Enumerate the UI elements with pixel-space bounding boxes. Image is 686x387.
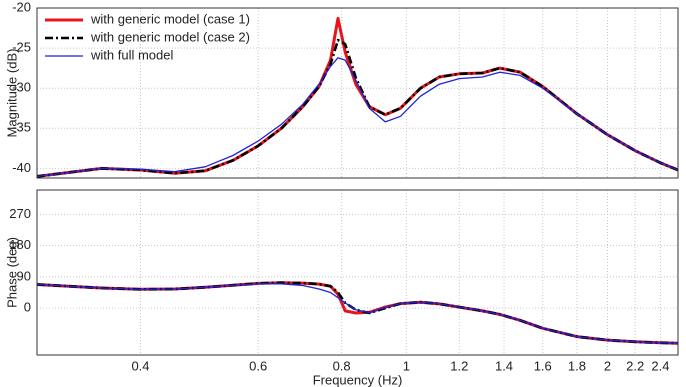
y-tick-label: -30 xyxy=(12,80,31,95)
y-tick-label: -20 xyxy=(12,0,31,14)
y-tick-label: -35 xyxy=(12,120,31,135)
plot-lines xyxy=(37,16,678,178)
y-tick-label: -25 xyxy=(12,40,31,55)
x-tick-label: 1.2 xyxy=(450,358,468,373)
x-tick-label: 2 xyxy=(604,358,611,373)
x-tick-label: 0.8 xyxy=(333,358,351,373)
x-tick-label: 2.2 xyxy=(626,358,644,373)
y-axis-label: Phase (deg) xyxy=(4,237,19,308)
x-tick-label: 0.4 xyxy=(131,358,149,373)
y-tick-label: -40 xyxy=(12,160,31,175)
x-tick-label: 0.6 xyxy=(249,358,267,373)
y-tick-label: 90 xyxy=(17,268,31,283)
y-tick-label: 180 xyxy=(9,237,31,252)
x-tick-label: 2.4 xyxy=(651,358,669,373)
plot-frame xyxy=(36,7,679,179)
legend-label: with generic model (case 1) xyxy=(90,11,250,26)
y-tick-label: 270 xyxy=(9,206,31,221)
series-line xyxy=(37,38,678,178)
y-tick-label: 0 xyxy=(24,300,31,315)
series-line xyxy=(37,283,678,344)
plot-frame xyxy=(36,189,679,356)
x-tick-label: 1.6 xyxy=(534,358,552,373)
y-axis-label: Magnitude (dB) xyxy=(4,49,19,138)
x-axis-label: Frequency (Hz) xyxy=(313,372,403,387)
plot-area xyxy=(37,190,678,355)
legend-label: with generic model (case 2) xyxy=(90,29,250,44)
x-tick-label: 1.4 xyxy=(495,358,513,373)
x-tick-label: 1.8 xyxy=(568,358,586,373)
series-line xyxy=(37,57,678,178)
x-tick-label: 1 xyxy=(403,358,410,373)
legend-label: with full model xyxy=(90,47,173,62)
plot-lines xyxy=(37,281,678,345)
plot-area xyxy=(37,8,678,178)
